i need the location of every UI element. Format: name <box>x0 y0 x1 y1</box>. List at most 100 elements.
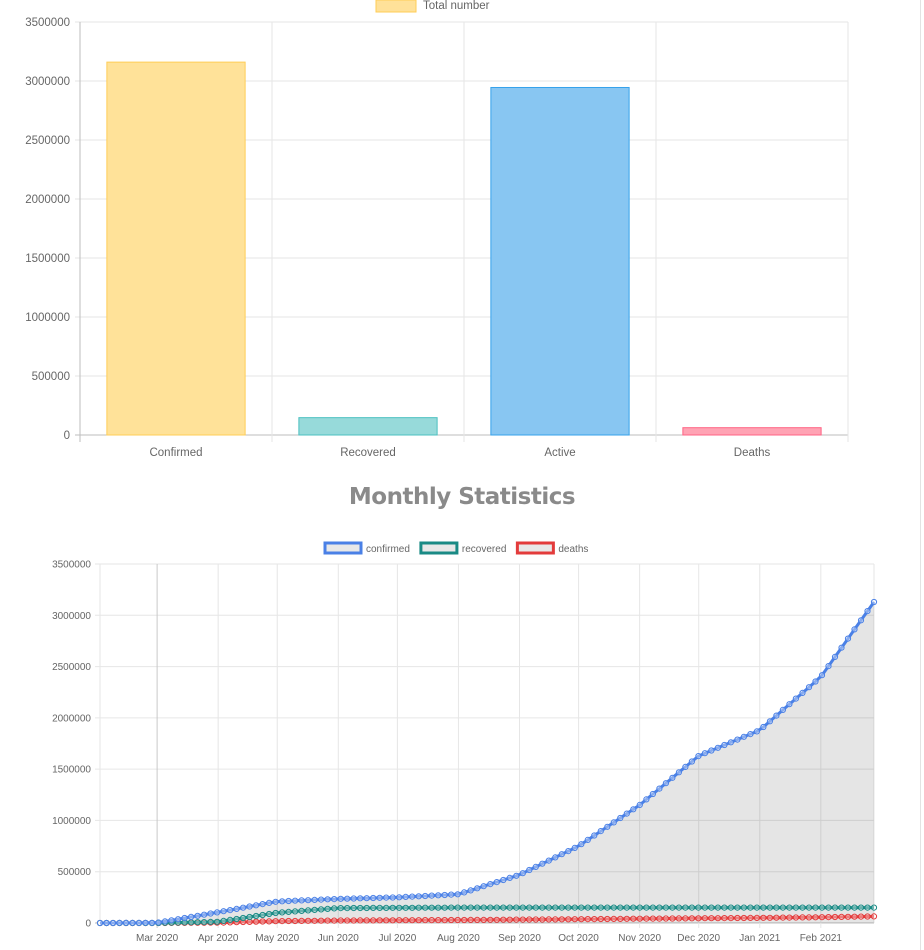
data-point-recovered <box>376 904 383 911</box>
data-point-confirmed <box>96 919 104 927</box>
line-chart-title: Monthly Statistics <box>348 484 576 510</box>
data-point-deaths <box>350 917 357 924</box>
line-x-tick-label: Apr 2020 <box>198 933 239 944</box>
bar-legend-swatch[interactable] <box>375 0 417 13</box>
data-point-deaths <box>513 916 520 923</box>
data-point-deaths <box>383 917 390 924</box>
data-point-confirmed <box>454 891 461 898</box>
data-point-confirmed <box>539 860 546 867</box>
data-point-confirmed <box>409 893 416 900</box>
data-point-recovered <box>253 912 260 920</box>
data-point-recovered <box>318 906 325 913</box>
data-point-deaths <box>597 915 604 923</box>
data-point-deaths <box>844 913 852 920</box>
data-point-deaths <box>656 915 663 922</box>
data-point-deaths <box>857 913 865 920</box>
data-point-recovered <box>740 904 748 911</box>
data-point-recovered <box>207 918 214 925</box>
data-point-confirmed <box>318 896 325 903</box>
data-point-confirmed <box>818 672 826 679</box>
data-point-confirmed <box>584 836 591 843</box>
data-point-deaths <box>253 918 260 925</box>
data-point-recovered <box>532 904 539 911</box>
data-point-confirmed <box>337 895 344 902</box>
data-point-confirmed <box>227 907 234 914</box>
data-point-recovered <box>526 904 533 911</box>
data-point-deaths <box>324 917 331 924</box>
data-point-deaths <box>786 914 793 921</box>
data-point-confirmed <box>708 747 715 754</box>
line-y-tick-label: 2000000 <box>52 713 91 724</box>
data-point-deaths <box>740 914 748 922</box>
data-point-recovered <box>864 904 871 911</box>
data-point-confirmed <box>688 758 696 765</box>
data-point-deaths <box>870 913 878 920</box>
data-point-deaths <box>675 915 683 922</box>
data-point-recovered <box>643 904 650 911</box>
data-point-deaths <box>558 916 565 923</box>
data-point-confirmed <box>155 919 162 926</box>
data-point-confirmed <box>766 718 774 725</box>
bar-y-tick-label: 500000 <box>32 371 70 383</box>
data-point-deaths <box>467 916 474 923</box>
data-point-recovered <box>422 904 429 911</box>
data-point-recovered <box>825 904 832 911</box>
data-point-recovered <box>493 904 500 911</box>
data-point-recovered <box>331 905 338 912</box>
data-point-confirmed <box>617 814 624 822</box>
data-point-confirmed <box>545 857 552 864</box>
data-point-recovered <box>773 904 780 911</box>
data-point-recovered <box>747 904 754 911</box>
data-point-recovered <box>383 904 390 911</box>
data-point-recovered <box>870 904 878 911</box>
data-point-confirmed <box>122 919 130 926</box>
data-point-confirmed <box>168 917 175 924</box>
data-point-confirmed <box>331 896 338 903</box>
data-point-recovered <box>545 904 552 911</box>
data-point-deaths <box>864 913 871 920</box>
data-point-deaths <box>493 916 500 923</box>
data-point-confirmed <box>298 897 305 904</box>
line-legend: confirmed recovered deaths <box>323 541 588 555</box>
data-point-deaths <box>831 913 839 921</box>
data-point-recovered <box>571 904 578 911</box>
data-point-deaths <box>259 918 266 925</box>
page-right-border <box>920 0 921 950</box>
data-point-deaths <box>805 914 813 921</box>
line-y-tick-label: 2500000 <box>52 662 91 673</box>
data-point-deaths <box>545 916 552 923</box>
data-point-confirmed <box>253 902 260 909</box>
data-point-confirmed <box>838 644 845 651</box>
data-point-deaths <box>526 916 533 923</box>
series-line-confirmed <box>100 601 876 925</box>
data-point-confirmed <box>493 879 500 886</box>
data-point-recovered <box>246 913 253 921</box>
data-point-deaths <box>409 917 416 924</box>
series-deaths <box>96 913 878 927</box>
data-point-deaths <box>292 917 299 925</box>
data-point-recovered <box>630 904 637 911</box>
line-chart: confirmed recovered deaths 0 500000 1000000 1… <box>52 541 878 944</box>
bar-legend-label[interactable]: Total number <box>423 0 490 12</box>
line-x-tick-label: Jul 2020 <box>378 933 416 944</box>
data-point-deaths <box>714 915 722 922</box>
data-point-confirmed <box>240 904 247 911</box>
data-point-recovered <box>480 904 487 911</box>
data-point-confirmed <box>422 892 429 900</box>
data-point-confirmed <box>148 919 156 926</box>
data-point-confirmed <box>285 897 292 905</box>
data-point-recovered <box>597 904 604 911</box>
line-x-tick-label: May 2020 <box>255 933 299 944</box>
legend-swatch-recovered <box>419 541 459 555</box>
data-point-confirmed <box>669 774 676 781</box>
data-point-deaths <box>487 916 494 923</box>
bar-active <box>490 86 630 436</box>
data-point-recovered <box>591 904 598 911</box>
line-y-axis: 0 500000 1000000 1500000 2000000 2500000 30000… <box>52 560 91 930</box>
data-point-recovered <box>298 907 305 914</box>
data-point-deaths <box>519 916 526 923</box>
data-point-confirmed <box>142 919 149 926</box>
data-point-recovered <box>584 904 591 911</box>
data-point-recovered <box>220 917 227 924</box>
data-point-confirmed <box>610 819 617 826</box>
